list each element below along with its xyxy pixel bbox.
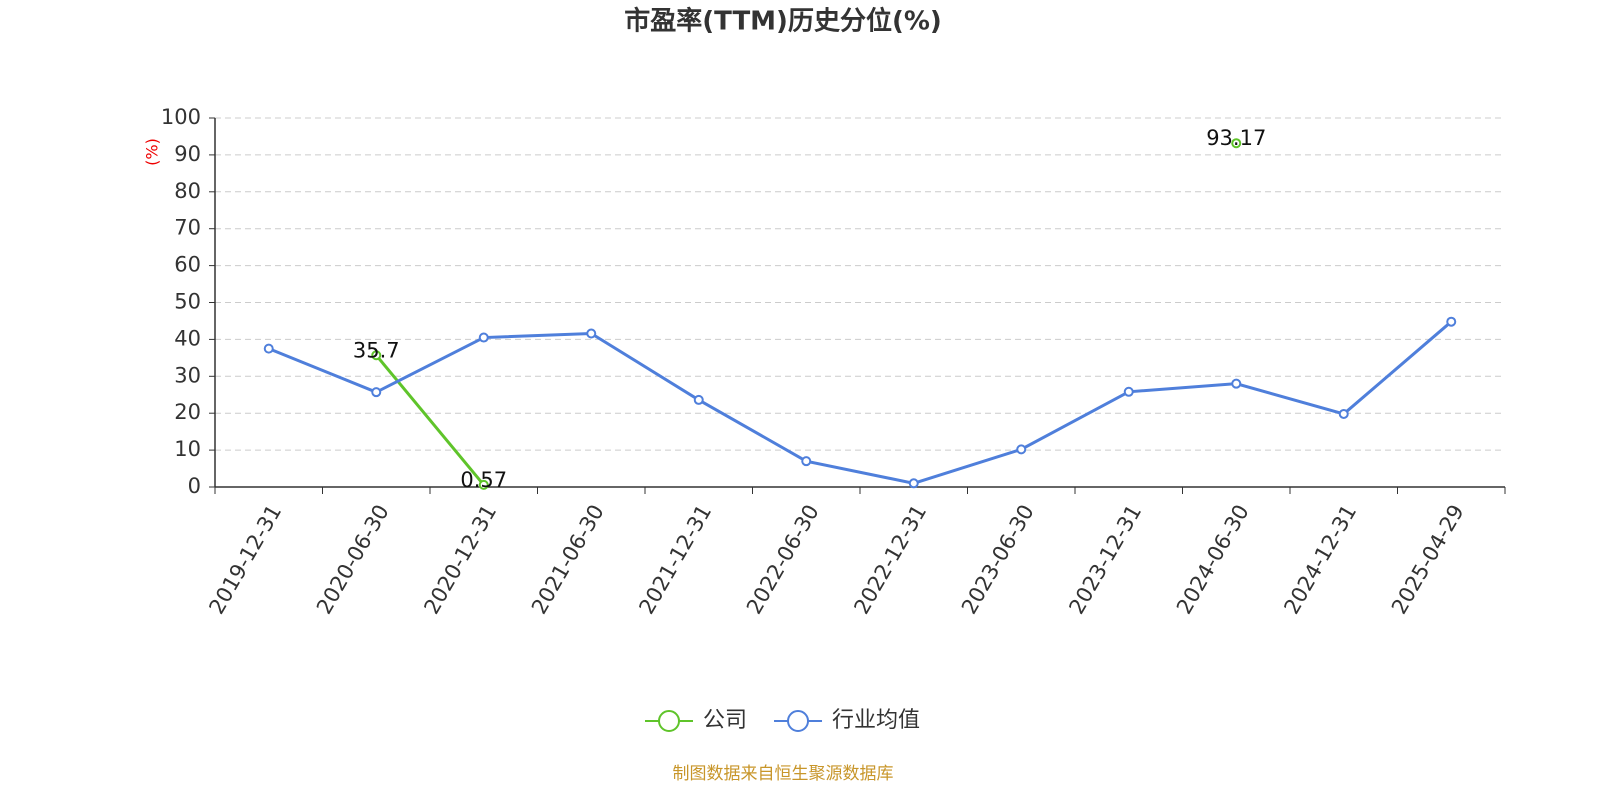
data-point: [478, 479, 489, 490]
x-tick-label: 2024-06-30: [1172, 501, 1254, 619]
x-tick-label: 2025-04-29: [1387, 501, 1469, 619]
x-tick-label: 2020-12-31: [419, 501, 501, 619]
y-tick-label: 70: [174, 216, 201, 240]
data-point: [908, 478, 919, 489]
legend-label: 行业均值: [832, 708, 920, 733]
y-tick-label: 10: [174, 437, 201, 461]
data-point: [1231, 138, 1242, 149]
legend-marker: [658, 710, 680, 732]
x-tick-label: 2022-12-31: [849, 501, 931, 619]
series-line: [268, 320, 1453, 485]
data-point: [801, 456, 812, 467]
data-point: [1446, 316, 1457, 327]
x-tick-label: 2021-06-30: [527, 501, 609, 619]
data-label: 35.7: [353, 338, 400, 362]
data-label: 0.57: [460, 468, 507, 492]
x-tick-label: 2023-12-31: [1064, 501, 1146, 619]
x-tick-label: 2019-12-31: [204, 501, 286, 619]
legend-marker: [787, 710, 810, 732]
data-point: [263, 343, 274, 354]
series-line: [376, 143, 1236, 485]
x-tick-label: 2021-12-31: [634, 501, 716, 619]
y-tick-label: 40: [174, 326, 201, 350]
y-axis-label: (%): [143, 138, 162, 166]
y-tick-label: 90: [174, 142, 201, 166]
data-point: [1231, 378, 1242, 389]
x-tick-label: 2022-06-30: [742, 501, 824, 619]
data-point: [371, 387, 382, 398]
y-tick-label: 60: [174, 253, 201, 277]
chart-title: 市盈率(TTM)历史分位(%): [624, 6, 942, 37]
data-point: [586, 328, 597, 339]
x-tick-label: 2023-06-30: [957, 501, 1039, 619]
data-point: [1338, 408, 1349, 419]
source-note: 制图数据来自恒生聚源数据库: [673, 764, 894, 784]
y-tick-label: 80: [174, 179, 201, 203]
legend-label: 公司: [703, 708, 747, 733]
data-label: 93.17: [1206, 126, 1266, 150]
y-tick-label: 100: [161, 105, 201, 129]
x-tick-label: 2020-06-30: [312, 501, 394, 619]
y-tick-label: 0: [188, 474, 201, 498]
data-point: [1016, 444, 1027, 455]
y-tick-label: 50: [174, 290, 201, 314]
data-point: [478, 332, 489, 343]
y-tick-label: 30: [174, 363, 201, 387]
y-tick-label: 20: [174, 400, 201, 424]
data-point: [1123, 386, 1134, 397]
x-tick-label: 2024-12-31: [1279, 501, 1361, 619]
data-point: [371, 350, 382, 361]
data-point: [693, 394, 704, 405]
